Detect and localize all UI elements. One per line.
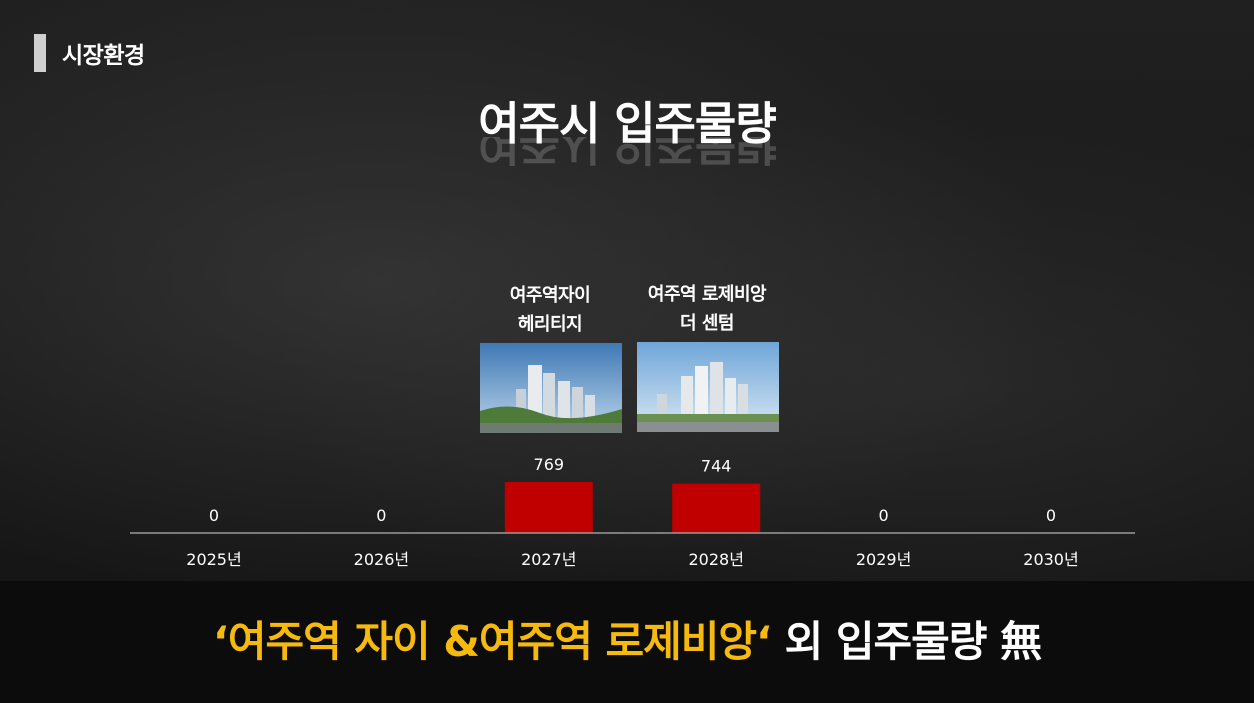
bottom-banner bbox=[0, 581, 1254, 703]
data-label-4: 0 bbox=[879, 506, 889, 525]
data-label-5: 0 bbox=[1046, 506, 1056, 525]
title-wrap: 여주시 입주물량 bbox=[0, 92, 1254, 156]
building-rendering-image bbox=[637, 342, 779, 432]
section-tag-label: 시장환경 bbox=[62, 43, 145, 69]
x-tick-label-4: 2029년 bbox=[856, 550, 911, 569]
x-tick-label-1: 2026년 bbox=[354, 550, 409, 569]
data-label-0: 0 bbox=[209, 506, 219, 525]
project-2-photo bbox=[637, 342, 779, 432]
data-label-1: 0 bbox=[376, 506, 386, 525]
data-label-2: 769 bbox=[534, 455, 565, 474]
x-tick-label-0: 2025년 bbox=[186, 550, 241, 569]
project-1-photo bbox=[480, 343, 622, 433]
section-tag: 시장환경 bbox=[34, 34, 145, 72]
page-title: 여주시 입주물량 bbox=[478, 97, 776, 150]
headline-highlight: ‘여주역 자이 &여주역 로제비앙‘ bbox=[212, 617, 772, 666]
building-rendering-image bbox=[480, 343, 622, 433]
data-label-3: 744 bbox=[701, 457, 732, 476]
section-tag-bar bbox=[34, 34, 46, 72]
x-tick-label-5: 2030년 bbox=[1023, 550, 1078, 569]
project-2-name-line2: 더 센텀 bbox=[680, 313, 734, 334]
headline: ‘여주역 자이 &여주역 로제비앙‘ 외 입주물량 無 bbox=[0, 612, 1254, 672]
x-tick-label-3: 2028년 bbox=[688, 550, 743, 569]
project-1-name-line1: 여주역자이 bbox=[509, 285, 591, 306]
bar-2 bbox=[504, 482, 593, 533]
bar-3 bbox=[672, 483, 761, 533]
project-1-name-line2: 헤리티지 bbox=[517, 314, 583, 335]
x-tick-label-2: 2027년 bbox=[521, 550, 576, 569]
project-label-2: 여주역 로제비앙 더 센텀 bbox=[607, 280, 807, 338]
headline-rest: 외 입주물량 無 bbox=[771, 617, 1042, 666]
project-2-name-line1: 여주역 로제비앙 bbox=[647, 284, 767, 305]
project-label-1: 여주역자이 헤리티지 bbox=[450, 281, 650, 339]
